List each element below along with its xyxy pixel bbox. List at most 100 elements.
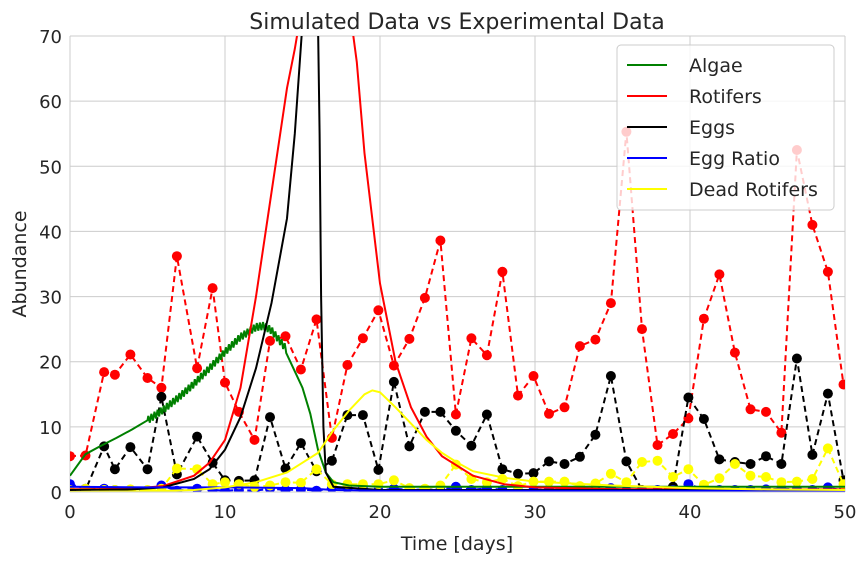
data-point [280,477,291,488]
x-tick-label: 10 [214,502,237,523]
data-point [668,472,678,482]
data-point [481,409,492,420]
data-point [745,470,756,481]
data-point [311,464,322,475]
data-point [99,367,110,378]
data-point [745,404,756,415]
data-point [357,333,368,344]
data-point [729,347,740,358]
data-point [822,266,833,277]
x-axis-label: Time [days] [400,533,513,555]
data-point [698,313,709,324]
data-point [559,459,570,469]
data-point [497,464,508,475]
data-point [776,459,787,469]
data-point [791,353,802,364]
data-point [652,455,663,466]
data-point [590,429,601,440]
data-point [156,382,167,393]
data-point [714,269,725,280]
data-point [807,449,818,460]
data-point [435,406,446,417]
data-point [125,349,136,360]
data-point [698,414,709,424]
data-point [435,480,446,491]
data-point [192,363,203,374]
data-point [513,390,523,401]
chart-title: Simulated Data vs Experimental Data [249,10,664,35]
data-point [838,379,845,390]
data-point [450,425,461,436]
legend-label: Rotifers [689,86,762,108]
x-tick-label: 40 [679,502,702,523]
data-point [295,364,306,375]
plot-area [70,36,845,492]
simulated-line [70,36,845,491]
data-point [605,468,616,479]
data-point [249,434,260,445]
data-point [574,341,585,352]
simulated-line [70,36,845,491]
data-point [574,451,585,462]
data-point [171,463,182,474]
data-point [481,350,492,361]
data-point [466,333,477,344]
legend-label: Eggs [689,117,735,139]
data-point [311,485,322,492]
data-point [559,476,570,487]
data-point [605,298,616,309]
data-point [156,391,167,402]
data-point [388,475,399,486]
data-point [683,464,694,475]
data-point [404,333,415,344]
y-tick-label: 0 [51,483,62,504]
axes: 0 10 20 30 40 50 0 10 20 30 40 50 60 70 [39,27,856,523]
data-point [295,438,306,449]
data-point [220,377,230,388]
data-point [745,459,756,469]
data-point [419,406,430,417]
data-point [311,314,322,325]
data-point [326,455,337,466]
y-tick-label: 70 [39,27,62,48]
y-tick-label: 50 [39,157,62,178]
data-point [342,410,353,421]
data-point [637,324,647,335]
y-tick-label: 30 [39,288,62,309]
data-point [295,477,306,488]
data-point [683,392,694,403]
data-point [142,373,153,383]
data-point [590,334,601,345]
data-point [807,219,818,230]
experimental-series [70,353,845,492]
data-point [280,331,291,342]
data-point [761,406,771,417]
data-point [497,266,508,277]
legend-label: Dead Rotifers [689,179,818,201]
y-tick-label: 20 [39,353,62,374]
data-point [621,456,632,467]
legend: Algae Rotifers Eggs Egg Ratio Dead Rotifers [616,44,835,211]
data-point [357,410,368,421]
data-point [373,464,384,475]
y-tick-label: 10 [39,418,62,439]
data-point [668,429,678,439]
data-point [776,477,787,488]
data-point [109,369,120,380]
data-point [652,440,663,451]
simulated-line [70,389,845,492]
data-point [605,371,616,381]
x-tick-label: 20 [369,502,392,523]
data-point [342,360,353,370]
y-tick-label: 40 [39,222,62,243]
data-point [528,371,539,381]
simulated-line [70,321,845,488]
data-point [544,408,554,419]
data-point [450,409,461,420]
legend-label: Egg Ratio [689,148,780,170]
data-point [791,476,802,487]
x-tick-label: 30 [524,502,547,523]
data-point [729,459,740,469]
